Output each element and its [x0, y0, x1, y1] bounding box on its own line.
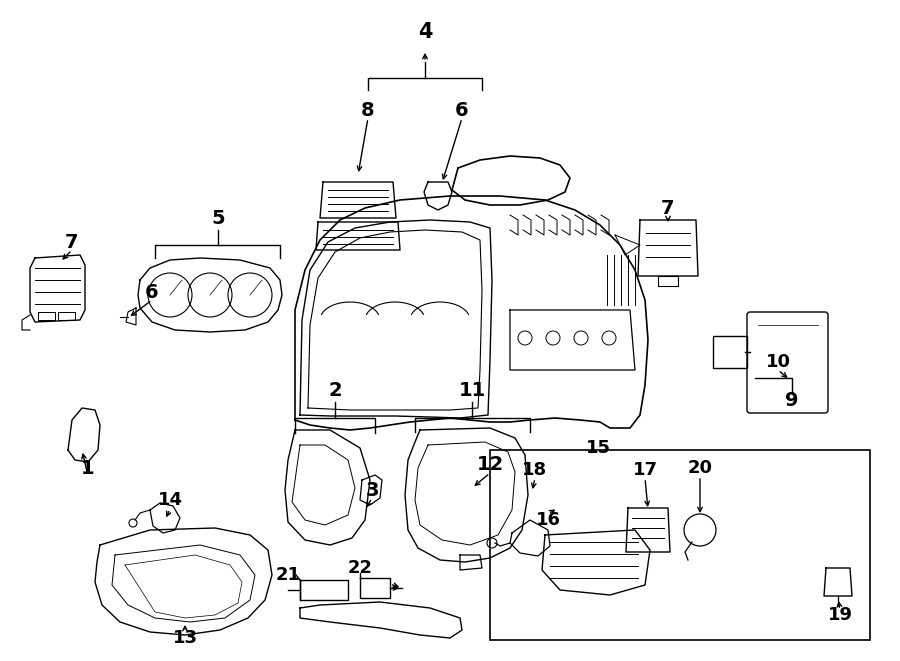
Text: 7: 7: [662, 198, 675, 217]
Text: 10: 10: [766, 353, 790, 371]
Text: 15: 15: [586, 439, 610, 457]
Text: 22: 22: [347, 559, 373, 577]
Text: 9: 9: [785, 391, 799, 410]
Text: 21: 21: [275, 566, 301, 584]
Bar: [490, 450, 870, 640]
Text: 14: 14: [158, 491, 183, 509]
Text: 1: 1: [81, 459, 94, 477]
Text: 20: 20: [688, 459, 713, 477]
Text: 18: 18: [522, 461, 547, 479]
Text: 4: 4: [418, 22, 432, 42]
Text: 7: 7: [65, 233, 79, 251]
Text: 6: 6: [145, 282, 158, 301]
Text: 17: 17: [633, 461, 658, 479]
Text: 12: 12: [476, 455, 504, 475]
Text: 19: 19: [827, 606, 852, 624]
Text: 3: 3: [365, 481, 379, 500]
Text: 6: 6: [455, 100, 469, 120]
Text: 5: 5: [212, 208, 225, 227]
Text: 13: 13: [173, 629, 197, 647]
Text: 2: 2: [328, 381, 342, 399]
Text: 8: 8: [361, 100, 374, 120]
Text: 16: 16: [536, 511, 561, 529]
Text: 11: 11: [458, 381, 486, 399]
